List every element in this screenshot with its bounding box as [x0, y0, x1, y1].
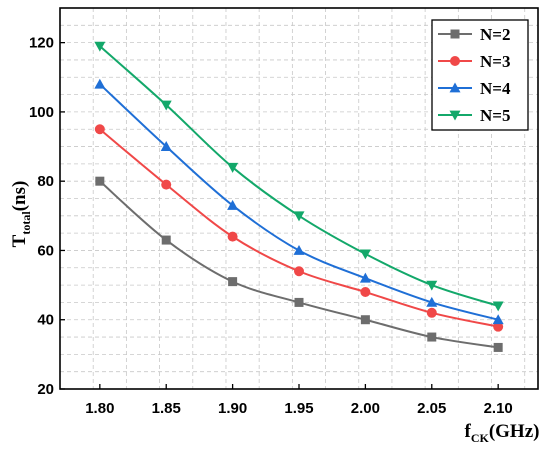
data-point-n5 [94, 41, 106, 52]
x-tick-label: 2.10 [484, 400, 513, 417]
data-point-n5 [359, 249, 371, 260]
data-point-n2 [95, 176, 105, 186]
legend-marker-n3 [450, 56, 460, 66]
data-point-n3 [227, 231, 238, 242]
data-point-n4 [359, 272, 371, 283]
x-axis-title: fCK(GHz) [465, 421, 540, 445]
y-tick-label: 60 [37, 242, 54, 259]
data-point-n5 [293, 211, 305, 222]
legend-box [431, 19, 529, 131]
y-tick-label: 20 [37, 381, 54, 398]
data-point-n2 [427, 332, 437, 342]
legend-label-n5: N=5 [480, 106, 510, 125]
data-point-n3 [294, 266, 304, 277]
data-point-n4 [293, 244, 305, 255]
data-point-n5 [160, 100, 172, 111]
legend: N=2 N=3 N=4 N=5 [431, 19, 529, 131]
y-tick-label: 80 [37, 173, 54, 190]
data-point-n4 [426, 296, 438, 307]
y-tick-label: 100 [29, 104, 54, 121]
legend-marker-n5 [449, 110, 461, 121]
y-axis-title: Ttotal(ns) [9, 181, 33, 248]
data-point-n2 [493, 342, 503, 352]
x-tick-label: 1.90 [218, 400, 247, 417]
x-tick-label: 1.85 [152, 400, 181, 417]
legend-label-n2: N=2 [480, 25, 510, 44]
data-point-n4 [94, 78, 106, 89]
data-point-n3 [161, 179, 172, 190]
y-tick-label: 40 [37, 312, 54, 329]
data-point-n3 [360, 287, 371, 298]
data-point-n3 [94, 124, 105, 135]
data-point-n5 [492, 301, 504, 312]
x-tick-label: 1.95 [284, 400, 313, 417]
data-point-n2 [360, 315, 370, 325]
x-tick-label: 1.80 [85, 400, 114, 417]
x-tick-label: 2.00 [351, 400, 380, 417]
legend-marker-n4 [449, 82, 461, 93]
axes: 1.80 1.85 1.90 1.95 2.00 2.05 2.10 20 40 60 80 100 1… [29, 7, 539, 417]
legend-marker-n2 [450, 29, 460, 39]
legend-label-n4: N=4 [480, 79, 511, 98]
data-point-n4 [160, 141, 172, 151]
data-point-n2 [161, 235, 171, 245]
data-point-n3 [426, 307, 437, 318]
x-tick-label: 2.05 [417, 400, 446, 417]
data-point-n5 [426, 280, 438, 291]
data-point-n5 [227, 162, 239, 173]
data-point-n4 [492, 314, 504, 325]
data-point-n2 [294, 297, 304, 307]
legend-label-n3: N=3 [480, 52, 510, 71]
data-point-n2 [228, 277, 238, 287]
y-tick-label: 120 [29, 35, 54, 52]
data-point-n3 [493, 321, 504, 332]
data-series [94, 41, 504, 352]
data-point-n4 [227, 199, 239, 210]
